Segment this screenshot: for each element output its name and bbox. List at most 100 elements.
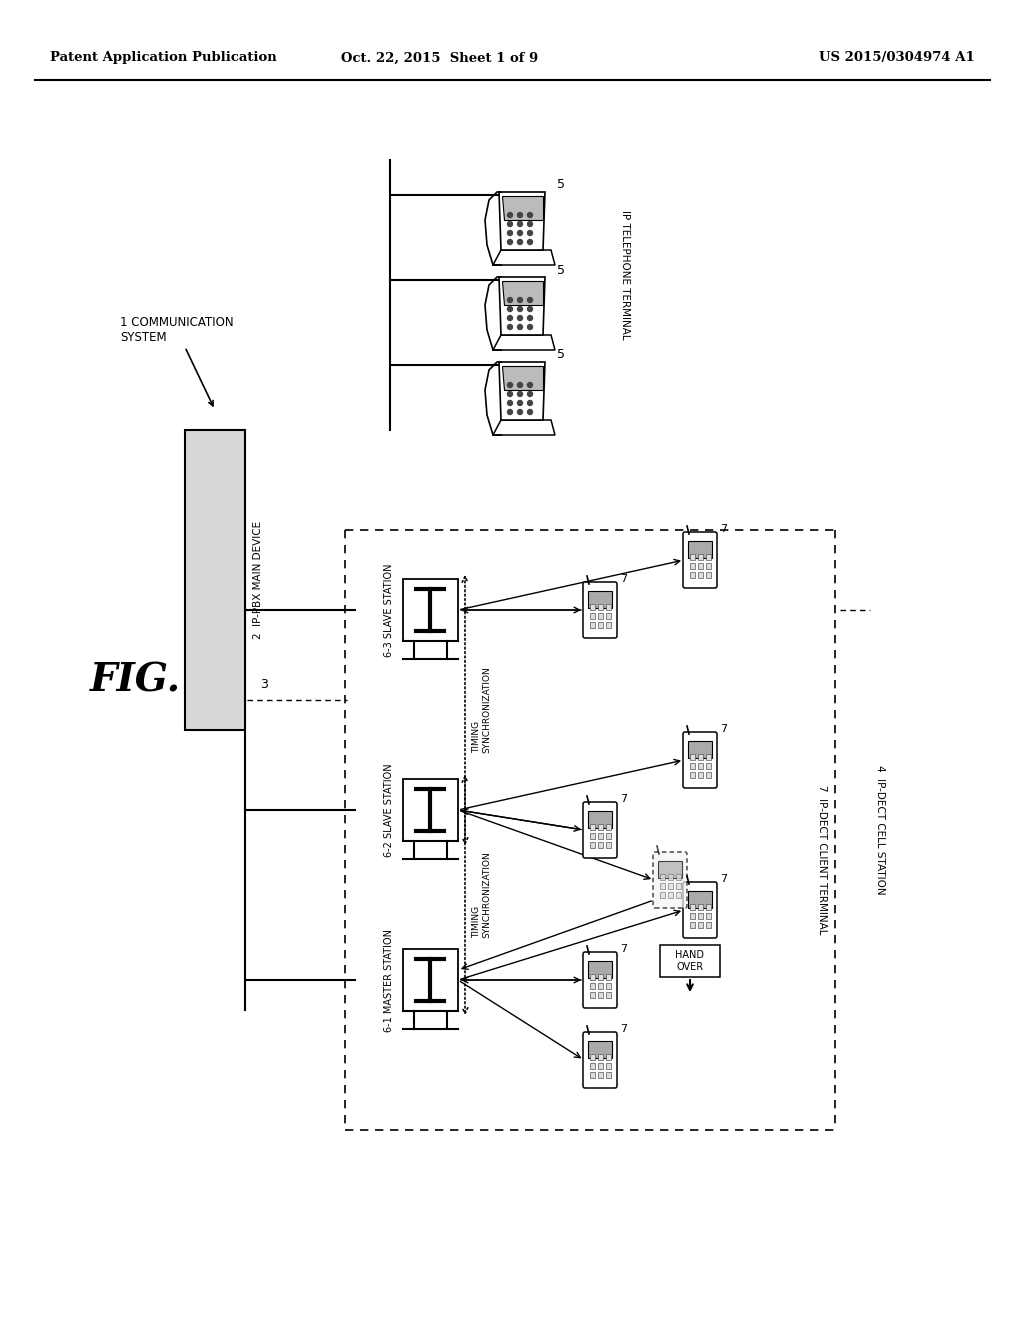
Circle shape	[527, 213, 532, 218]
Bar	[588, 1041, 612, 1059]
Bar	[706, 564, 711, 569]
Text: 7: 7	[720, 524, 727, 535]
Bar	[688, 891, 712, 908]
Bar	[706, 921, 711, 928]
FancyBboxPatch shape	[683, 733, 717, 788]
Bar	[690, 763, 695, 770]
Bar	[598, 824, 603, 830]
FancyBboxPatch shape	[683, 532, 717, 587]
Bar	[402, 779, 458, 841]
Bar	[598, 605, 603, 610]
Text: IP TELEPHONE TERMINAL: IP TELEPHONE TERMINAL	[620, 210, 630, 339]
Text: 7: 7	[620, 944, 627, 954]
Bar	[590, 824, 595, 830]
Bar	[590, 612, 595, 619]
Bar	[590, 833, 595, 840]
Bar	[606, 1072, 611, 1078]
Circle shape	[508, 306, 512, 312]
Bar	[606, 1053, 611, 1060]
Bar	[590, 1053, 595, 1060]
Circle shape	[517, 222, 522, 227]
Circle shape	[527, 392, 532, 396]
Bar	[690, 772, 695, 777]
Circle shape	[527, 297, 532, 302]
Bar	[698, 572, 703, 578]
Bar	[706, 754, 711, 760]
Text: 5: 5	[557, 348, 565, 362]
Text: 7: 7	[620, 574, 627, 583]
FancyBboxPatch shape	[583, 952, 617, 1008]
Bar	[668, 883, 673, 888]
Bar	[690, 554, 695, 560]
Text: US 2015/0304974 A1: US 2015/0304974 A1	[819, 51, 975, 65]
Bar	[606, 1063, 611, 1069]
Bar	[606, 983, 611, 989]
Circle shape	[508, 222, 512, 227]
Bar	[590, 974, 595, 979]
Circle shape	[508, 231, 512, 235]
Bar	[590, 983, 595, 989]
Bar	[590, 1072, 595, 1078]
Circle shape	[508, 400, 512, 405]
Bar	[706, 763, 711, 770]
Bar	[706, 554, 711, 560]
Bar	[588, 812, 612, 828]
Bar	[606, 974, 611, 979]
Bar	[606, 833, 611, 840]
Bar	[690, 564, 695, 569]
FancyBboxPatch shape	[583, 1032, 617, 1088]
Bar	[660, 883, 665, 888]
Circle shape	[508, 392, 512, 396]
Circle shape	[527, 222, 532, 227]
Text: TIMING
SYNCHRONIZATION: TIMING SYNCHRONIZATION	[472, 667, 492, 754]
Circle shape	[527, 325, 532, 330]
Bar	[598, 833, 603, 840]
Circle shape	[508, 383, 512, 388]
Circle shape	[527, 409, 532, 414]
Bar	[402, 949, 458, 1011]
Text: 5: 5	[557, 178, 565, 191]
Circle shape	[517, 306, 522, 312]
Bar	[402, 579, 458, 642]
Bar	[698, 772, 703, 777]
Bar	[588, 961, 612, 978]
Bar	[688, 541, 712, 558]
Bar	[690, 754, 695, 760]
Bar	[660, 874, 665, 880]
Bar	[658, 862, 682, 878]
Circle shape	[527, 306, 532, 312]
Circle shape	[508, 297, 512, 302]
Bar	[698, 921, 703, 928]
Bar	[690, 904, 695, 909]
Circle shape	[508, 409, 512, 414]
Text: FIG. 1: FIG. 1	[90, 661, 221, 700]
Circle shape	[517, 383, 522, 388]
Circle shape	[517, 231, 522, 235]
Bar	[690, 572, 695, 578]
Bar	[598, 612, 603, 619]
Bar	[598, 993, 603, 998]
FancyBboxPatch shape	[583, 803, 617, 858]
Bar	[606, 612, 611, 619]
Circle shape	[508, 325, 512, 330]
Text: 2  IP-PBX MAIN DEVICE: 2 IP-PBX MAIN DEVICE	[253, 521, 263, 639]
Bar	[676, 892, 681, 898]
Bar	[185, 430, 245, 730]
Text: 3: 3	[260, 678, 268, 692]
Text: Patent Application Publication: Patent Application Publication	[50, 51, 276, 65]
Bar	[698, 564, 703, 569]
Bar	[660, 892, 665, 898]
Bar	[690, 921, 695, 928]
Circle shape	[517, 392, 522, 396]
Bar	[706, 772, 711, 777]
Text: 6-3 SLAVE STATION: 6-3 SLAVE STATION	[384, 564, 394, 657]
Bar	[590, 1063, 595, 1069]
Bar	[606, 622, 611, 628]
Bar	[606, 993, 611, 998]
Bar	[606, 842, 611, 847]
Circle shape	[527, 383, 532, 388]
Text: 6-2 SLAVE STATION: 6-2 SLAVE STATION	[384, 763, 394, 857]
Bar	[676, 874, 681, 880]
Text: 7: 7	[720, 874, 727, 884]
Bar	[688, 742, 712, 758]
